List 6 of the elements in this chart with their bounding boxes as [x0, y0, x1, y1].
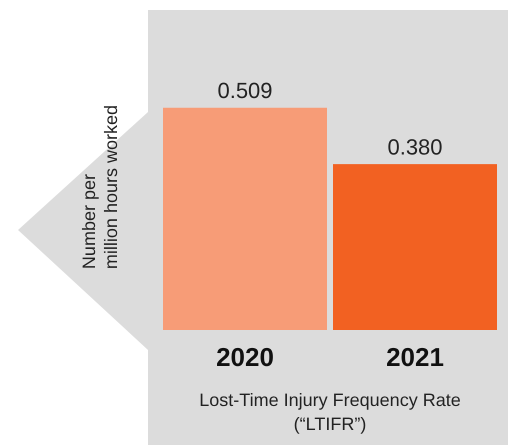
data-label: 0.380: [387, 134, 443, 160]
y-axis-title: Number per million hours worked: [79, 104, 121, 270]
data-label: 0.509: [217, 78, 273, 104]
x-tick-label: 2021: [386, 342, 444, 372]
x-axis-title: Lost-Time Injury Frequency Rate (“LTIFR”): [199, 390, 461, 434]
x-tick-label: 2020: [216, 342, 274, 372]
